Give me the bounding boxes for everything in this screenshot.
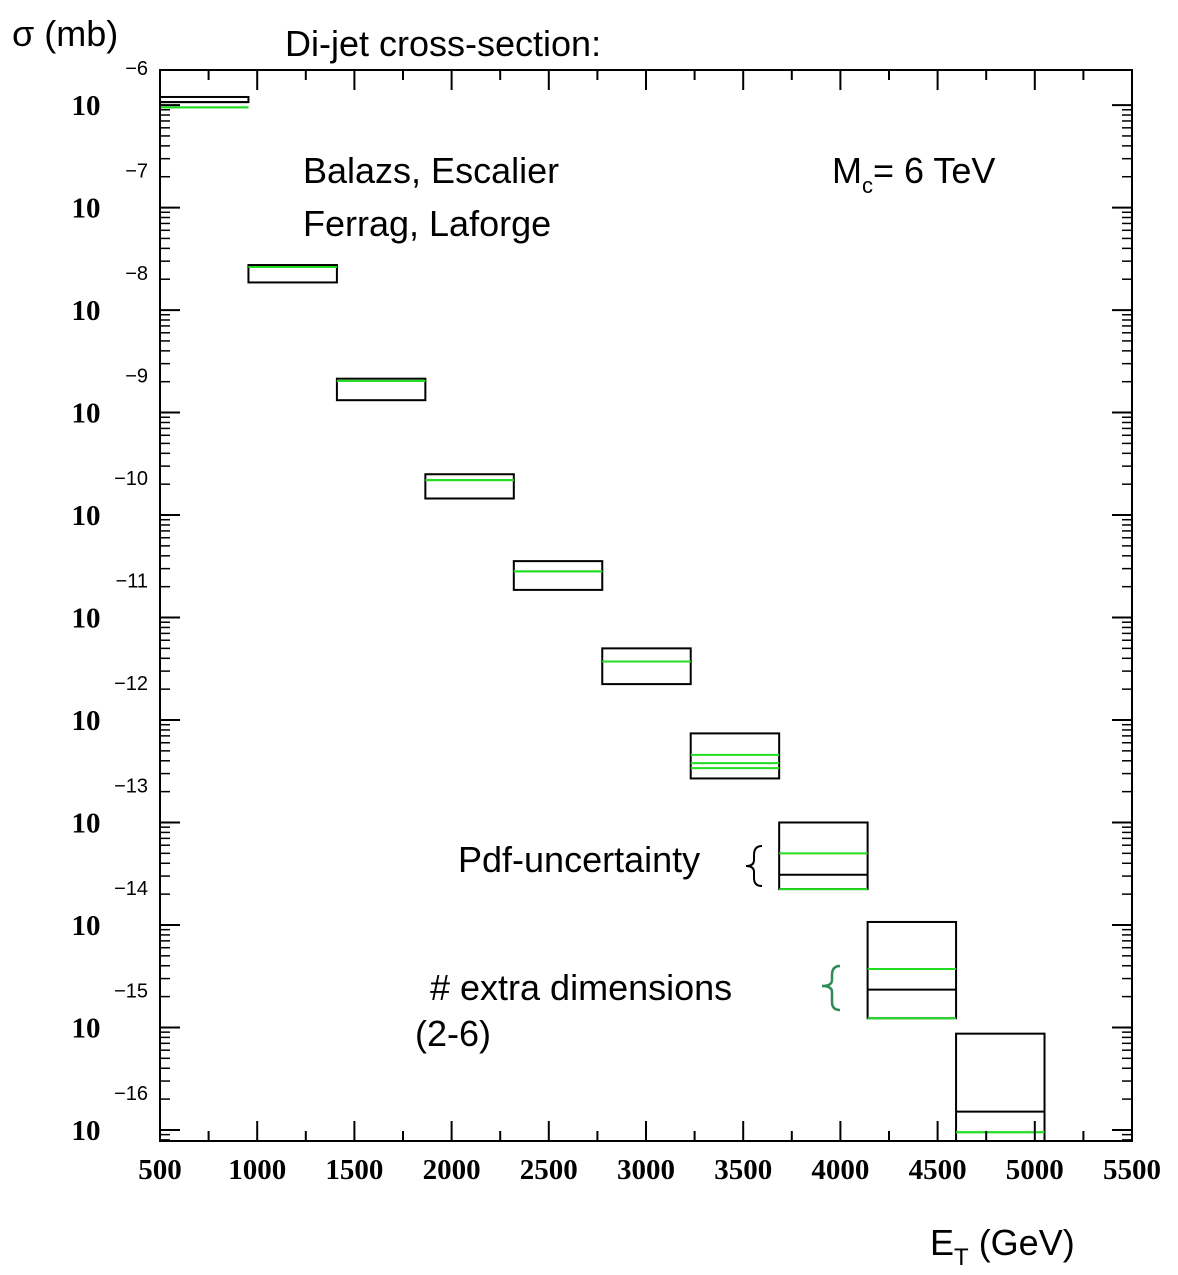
pdf-band bbox=[689, 732, 781, 780]
x-tick-label: 500 bbox=[138, 1154, 182, 1186]
y-tick-exponent: −16 bbox=[114, 1083, 148, 1105]
y-tick-label: 10 bbox=[72, 705, 101, 737]
y-tick-label: 10 bbox=[72, 1012, 101, 1044]
annotation-mass-rest: = 6 TeV bbox=[873, 150, 995, 191]
chart-title: Di-jet cross-section: bbox=[285, 23, 601, 64]
y-tick-label: 10 bbox=[72, 398, 101, 430]
pdf-band bbox=[866, 920, 958, 1020]
x-tick-label: 1000 bbox=[228, 1154, 286, 1186]
x-tick-label: 2500 bbox=[520, 1154, 578, 1186]
annotation-authors: Ferrag, Laforge bbox=[303, 203, 551, 244]
x-tick-label: 5500 bbox=[1103, 1154, 1161, 1186]
y-tick-label: 10 bbox=[72, 295, 101, 327]
y-tick-label: 10 bbox=[72, 90, 101, 122]
pdf-band bbox=[335, 377, 427, 402]
y-tick-exponent: −8 bbox=[125, 263, 148, 285]
pdf-band bbox=[601, 647, 692, 686]
y-tick-label: 10 bbox=[72, 910, 101, 942]
x-tick-label: 4000 bbox=[811, 1154, 869, 1186]
annotation-mass-sub: c bbox=[862, 173, 873, 198]
x-tick-label: 1500 bbox=[325, 1154, 383, 1186]
y-tick-label: 10 bbox=[72, 1115, 101, 1147]
y-tick-label: 10 bbox=[72, 603, 101, 635]
y-tick-exponent: −14 bbox=[114, 878, 148, 900]
y-axis-label: σ (mb) bbox=[12, 13, 118, 54]
x-axis-label: ET (GeV) bbox=[930, 1222, 1075, 1271]
y-tick-exponent: −9 bbox=[125, 366, 148, 388]
y-tick-exponent: −13 bbox=[114, 775, 148, 797]
plot-area bbox=[160, 95, 1046, 1141]
y-tick-exponent: −10 bbox=[114, 468, 148, 490]
x-axis-label-main: E bbox=[930, 1222, 954, 1263]
y-tick-exponent: −11 bbox=[116, 571, 148, 593]
annotation-extra: (2-6) bbox=[415, 1013, 491, 1054]
x-tick-label: 5000 bbox=[1006, 1154, 1064, 1186]
annotation-mass-main: M bbox=[832, 150, 862, 191]
y-tick-exponent: −6 bbox=[125, 58, 148, 80]
x-tick-label: 3000 bbox=[617, 1154, 675, 1186]
pdf-brace bbox=[745, 845, 763, 887]
annotation-pdf: Pdf-uncertainty bbox=[458, 839, 700, 880]
y-tick-label: 10 bbox=[72, 193, 101, 225]
y-tick-exponent: −7 bbox=[125, 161, 148, 183]
extra-brace bbox=[821, 964, 841, 1012]
x-tick-label: 2000 bbox=[423, 1154, 481, 1186]
y-tick-label: 10 bbox=[72, 807, 101, 839]
x-axis-label-rest: (GeV) bbox=[969, 1222, 1075, 1263]
x-axis-label-sub: T bbox=[954, 1244, 969, 1271]
pdf-band bbox=[512, 560, 604, 591]
y-tick-exponent: −15 bbox=[114, 980, 148, 1002]
pdf-band bbox=[955, 1032, 1046, 1141]
pdf-band bbox=[424, 473, 515, 500]
x-tick-label: 4500 bbox=[909, 1154, 967, 1186]
y-tick-exponent: −12 bbox=[114, 673, 148, 695]
y-tick-label: 10 bbox=[72, 500, 101, 532]
pdf-band bbox=[778, 821, 869, 891]
annotation-mass: Mc= 6 TeV bbox=[832, 150, 995, 198]
annotation-extra: # extra dimensions bbox=[430, 967, 732, 1008]
annotation-authors: Balazs, Escalier bbox=[303, 150, 559, 191]
pdf-band bbox=[247, 264, 338, 284]
x-tick-label: 3500 bbox=[714, 1154, 772, 1186]
